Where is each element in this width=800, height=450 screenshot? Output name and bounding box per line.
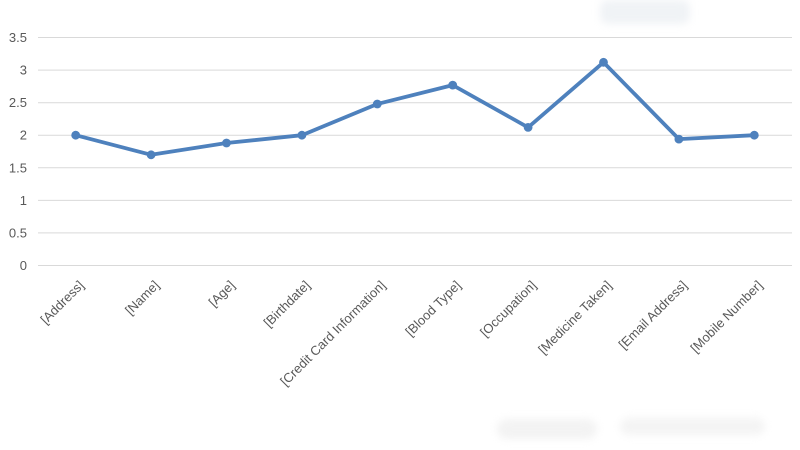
series-line bbox=[73, 60, 757, 157]
y-axis-tick-label: 0.5 bbox=[9, 225, 27, 240]
x-axis-category-label: [Blood Type] bbox=[402, 278, 464, 340]
y-axis-tick-label: 2 bbox=[20, 128, 27, 143]
x-axis-category-label: [Age] bbox=[206, 278, 238, 310]
y-axis-tick-label: 2.5 bbox=[9, 95, 27, 110]
data-point-marker bbox=[749, 130, 759, 140]
x-axis-category-label: [Mobile Number] bbox=[687, 278, 765, 356]
y-axis-tick-label: 1 bbox=[20, 193, 27, 208]
y-axis-tick-label: 1.5 bbox=[9, 160, 27, 175]
x-axis-category-label: [Address] bbox=[37, 278, 86, 327]
data-point-marker bbox=[71, 130, 81, 140]
data-point-marker bbox=[146, 150, 156, 160]
y-axis-tick-label: 3.5 bbox=[9, 30, 27, 45]
data-point-marker bbox=[372, 99, 382, 109]
data-point-marker bbox=[448, 80, 458, 90]
x-axis-category-label: [Email Address] bbox=[616, 278, 690, 352]
data-point-marker bbox=[523, 123, 533, 132]
x-axis-category-label: [Name] bbox=[122, 278, 162, 318]
x-axis-category-label: [Birthdate] bbox=[261, 278, 314, 331]
data-point-marker bbox=[599, 57, 608, 67]
y-axis-tick-label: 3 bbox=[20, 63, 27, 78]
x-axis-category-label: [Medicine Taken] bbox=[535, 278, 614, 357]
data-point-marker bbox=[297, 130, 307, 140]
data-point-marker bbox=[674, 134, 684, 144]
y-axis-tick-label: 0 bbox=[20, 258, 27, 273]
data-point-marker bbox=[222, 138, 231, 148]
x-axis-category-label: [Occupation] bbox=[477, 278, 539, 340]
